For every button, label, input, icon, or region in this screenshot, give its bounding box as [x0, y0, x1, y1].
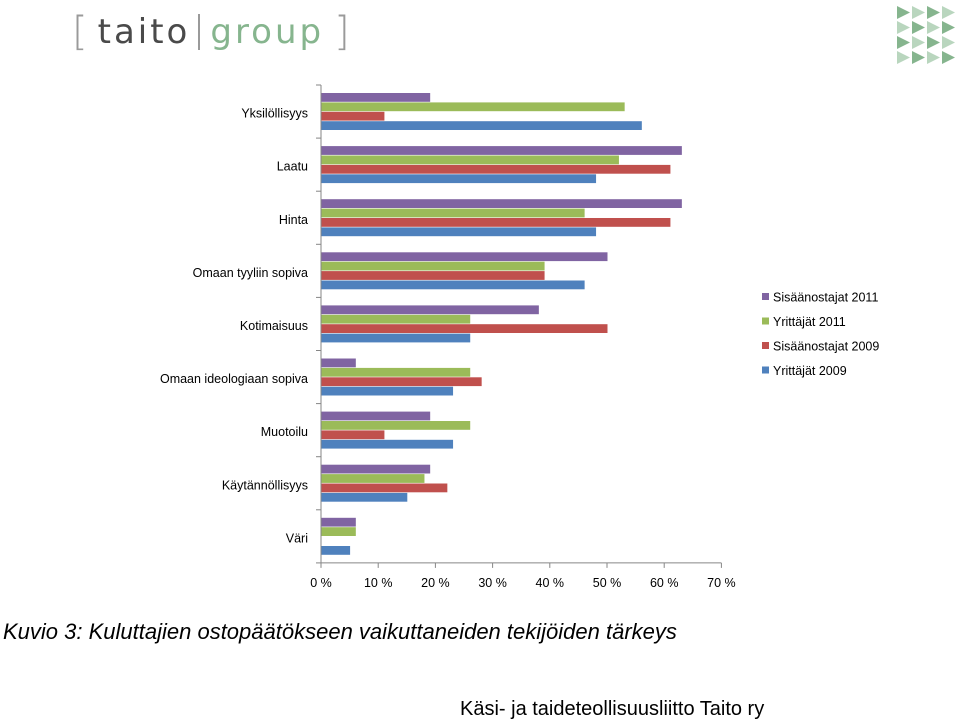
logo-divider [198, 14, 201, 50]
logo-triangle [927, 6, 940, 19]
legend-label: Sisäänostajat 2009 [773, 340, 879, 354]
category-label: Omaan tyyliin sopiva [193, 266, 308, 280]
legend-swatch [762, 317, 769, 325]
category-label: Laatu [277, 160, 308, 174]
bar [321, 367, 471, 377]
bar [321, 314, 471, 324]
bar [321, 430, 385, 440]
logo-triangle [942, 36, 955, 49]
x-tick-label: 70 % [707, 576, 736, 590]
category-label: Väri [286, 531, 308, 545]
bar [321, 102, 625, 112]
logo-triangle [912, 6, 925, 19]
bar [321, 527, 356, 536]
legend-swatch [762, 293, 769, 300]
bar [321, 121, 642, 130]
bar [321, 261, 545, 271]
triangle-pattern-logo [897, 6, 955, 64]
bar [321, 474, 425, 483]
bar [321, 386, 454, 396]
bar [321, 271, 545, 280]
bar [321, 146, 682, 155]
legend-swatch [762, 342, 769, 349]
logo-triangle [897, 36, 910, 49]
x-tick-label: 50 % [593, 576, 622, 590]
category-label: Käytännöllisyys [222, 478, 308, 492]
x-tick-label: 60 % [650, 576, 679, 590]
logo-triangle [942, 51, 955, 64]
bar [321, 421, 471, 430]
bar [321, 155, 619, 165]
logo-left-bracket: [ [72, 9, 88, 55]
bar [321, 199, 682, 208]
bar [321, 227, 597, 237]
bar [321, 252, 608, 262]
logo-triangle [927, 21, 940, 34]
figure-caption: Kuvio 3: Kuluttajien ostopäätökseen vaik… [3, 619, 677, 644]
bar [321, 111, 385, 121]
logo-triangle [897, 21, 910, 34]
category-label: Yksilöllisyys [241, 107, 308, 121]
logo-triangle [912, 36, 925, 49]
bar [321, 324, 608, 333]
logo-triangle [942, 21, 955, 34]
category-label: Omaan ideologiaan sopiva [160, 372, 308, 386]
legend-label: Yrittäjät 2009 [773, 364, 847, 378]
bar [321, 492, 408, 502]
category-label: Muotoilu [261, 425, 308, 439]
x-tick-label: 40 % [536, 576, 565, 590]
category-label: Kotimaisuus [240, 319, 308, 333]
logo-word-group: group [210, 12, 325, 52]
bar [321, 483, 448, 493]
bar [321, 208, 585, 218]
logo-triangle [942, 6, 955, 19]
category-label: Hinta [279, 213, 308, 227]
bar [321, 411, 431, 421]
bar [321, 164, 671, 174]
logo-triangle [897, 51, 910, 64]
bar-chart: 0 % 10 % 20 % 30 % 40 % 50 % 60 % 70 % Yksilölli… [160, 84, 879, 590]
bar [321, 439, 454, 449]
x-tick-label: 0 % [310, 576, 332, 590]
logo-triangle [912, 21, 925, 34]
logo-right-bracket: ] [334, 9, 350, 55]
logo-triangle [912, 51, 925, 64]
bar [321, 517, 356, 527]
bar [321, 333, 471, 343]
logo-triangle [927, 51, 940, 64]
x-tick-label: 10 % [364, 576, 393, 590]
logo-triangle [927, 36, 940, 49]
bar [321, 218, 671, 227]
bar [321, 546, 351, 555]
logo-triangle [897, 6, 910, 19]
footer-organization: Käsi- ja taideteollisuusliitto Taito ry [460, 698, 765, 720]
bar [321, 464, 431, 474]
bar [321, 305, 539, 315]
legend-swatch [762, 366, 769, 374]
x-tick-label: 20 % [421, 576, 450, 590]
bar [321, 377, 482, 387]
bar [321, 280, 585, 290]
legend-label: Yrittäjät 2011 [773, 315, 846, 329]
bar [321, 358, 356, 368]
legend-label: Sisäänostajat 2011 [773, 291, 878, 305]
logo-word-taito: taito [97, 12, 191, 52]
bar [321, 93, 431, 102]
taito-group-logo: [ taito group ] [72, 12, 350, 52]
x-tick-label: 30 % [478, 576, 507, 590]
bar [321, 174, 597, 184]
